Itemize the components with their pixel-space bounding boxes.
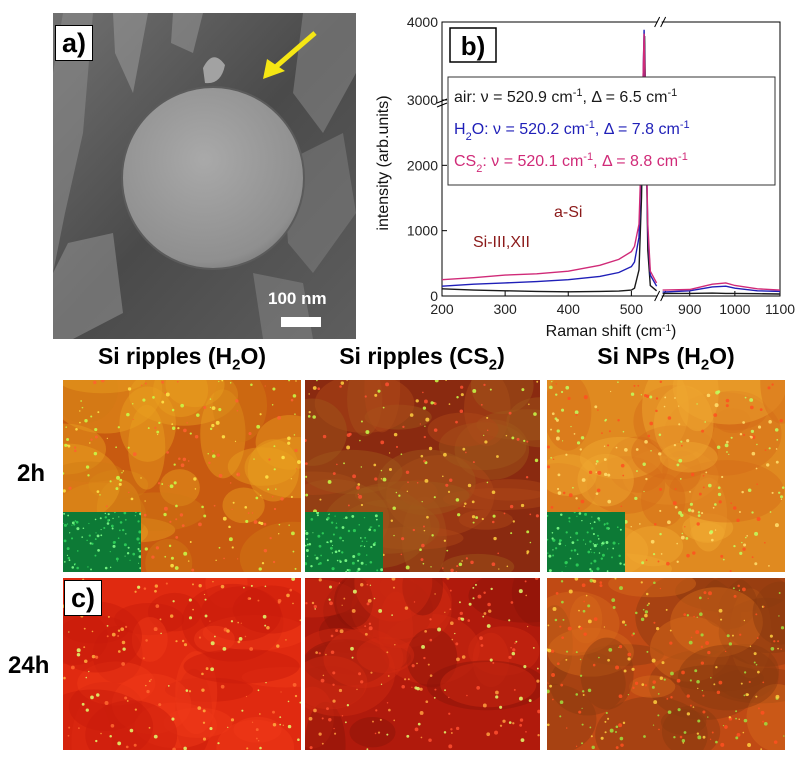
x-axis-label: Raman shift (cm-1) [546,323,677,341]
x-tick-label: 200 [430,301,454,317]
x-axis-break-mark-top [660,16,667,28]
column-title-nps-h2o: Si NPs (H2O) [597,343,735,374]
raman-chart: 200 300 400 500 900 1000 1100 0 1000 2000 3000 4000… [368,0,805,345]
legend-entry-1: H2O: ν = 520.2 cm-1, Δ = 7.8 cm-1 [454,119,690,143]
panel-b-label: b) [461,31,486,61]
green-channel-inset [63,512,141,572]
y-tick-label: 1000 [407,223,438,239]
image-h2o-ripples-2h [63,380,301,572]
x-axis-break-mark-top [654,16,661,28]
y-tick-label: 4000 [407,14,438,30]
legend-entry-2: CS2: ν = 520.1 cm-1, Δ = 8.8 cm-1 [454,151,688,175]
sem-image: a) 100 nm [53,13,356,339]
row-label-24h: 24h [8,652,50,679]
y-tick-label: 3000 [407,92,438,108]
annotation-a-si: a-Si [554,204,582,221]
raman-chart-svg: 200 300 400 500 900 1000 1100 0 1000 2000 3000 4000… [375,14,795,341]
x-axis-break-mark [654,290,661,302]
x-tick-label: 400 [557,301,581,317]
y-axis-break-mark [436,102,448,108]
panel-c-label: c) [64,580,103,616]
green-channel-texture [305,512,383,572]
plot-frame [441,21,781,297]
green-channel-texture [63,512,141,571]
legend-entry-0: air: ν = 520.9 cm-1, Δ = 6.5 cm-1 [454,87,677,106]
y-tick-label: 2000 [407,157,438,173]
x-tick-label: 300 [493,301,517,317]
row-label-2h: 2h [17,460,46,487]
fluorescence-texture [305,578,540,750]
column-title-h2o-ripples: Si ripples (H2O) [97,343,267,374]
green-channel-inset [305,512,383,572]
image-nps-h2o-2h [547,380,785,572]
annotation-si-iii-xii: Si-III,XII [473,234,530,251]
column-title-cs2-ripples: Si ripples (CS2) [339,343,505,374]
legend-box [447,76,776,186]
x-tick-label: 1000 [719,301,750,317]
series-line-1-high [662,285,781,293]
series-line-0-high [662,292,781,295]
x-axis-break-gap-top [657,18,662,26]
sem-image-graphic [53,13,356,339]
x-axis-break-gap [657,292,662,300]
image-cs2-ripples-24h [305,578,540,750]
x-tick-label: 1100 [765,301,795,317]
scale-bar-label: 100 nm [268,289,327,308]
green-channel-inset [547,512,625,572]
panel-a-label: a) [55,25,94,61]
fluorescence-texture [63,578,301,750]
image-nps-h2o-24h [547,578,785,750]
series-line-2-high [662,282,781,291]
x-tick-label: 500 [620,301,644,317]
y-tick-label: 0 [430,288,438,304]
fluorescence-texture [547,578,785,750]
y-axis-label: intensity (arb.units) [375,95,392,230]
image-cs2-ripples-2h [305,380,540,572]
image-h2o-ripples-24h [63,578,301,750]
panel-b-label-box [449,27,497,63]
green-channel-texture [547,512,625,572]
x-tick-label: 900 [678,301,702,317]
